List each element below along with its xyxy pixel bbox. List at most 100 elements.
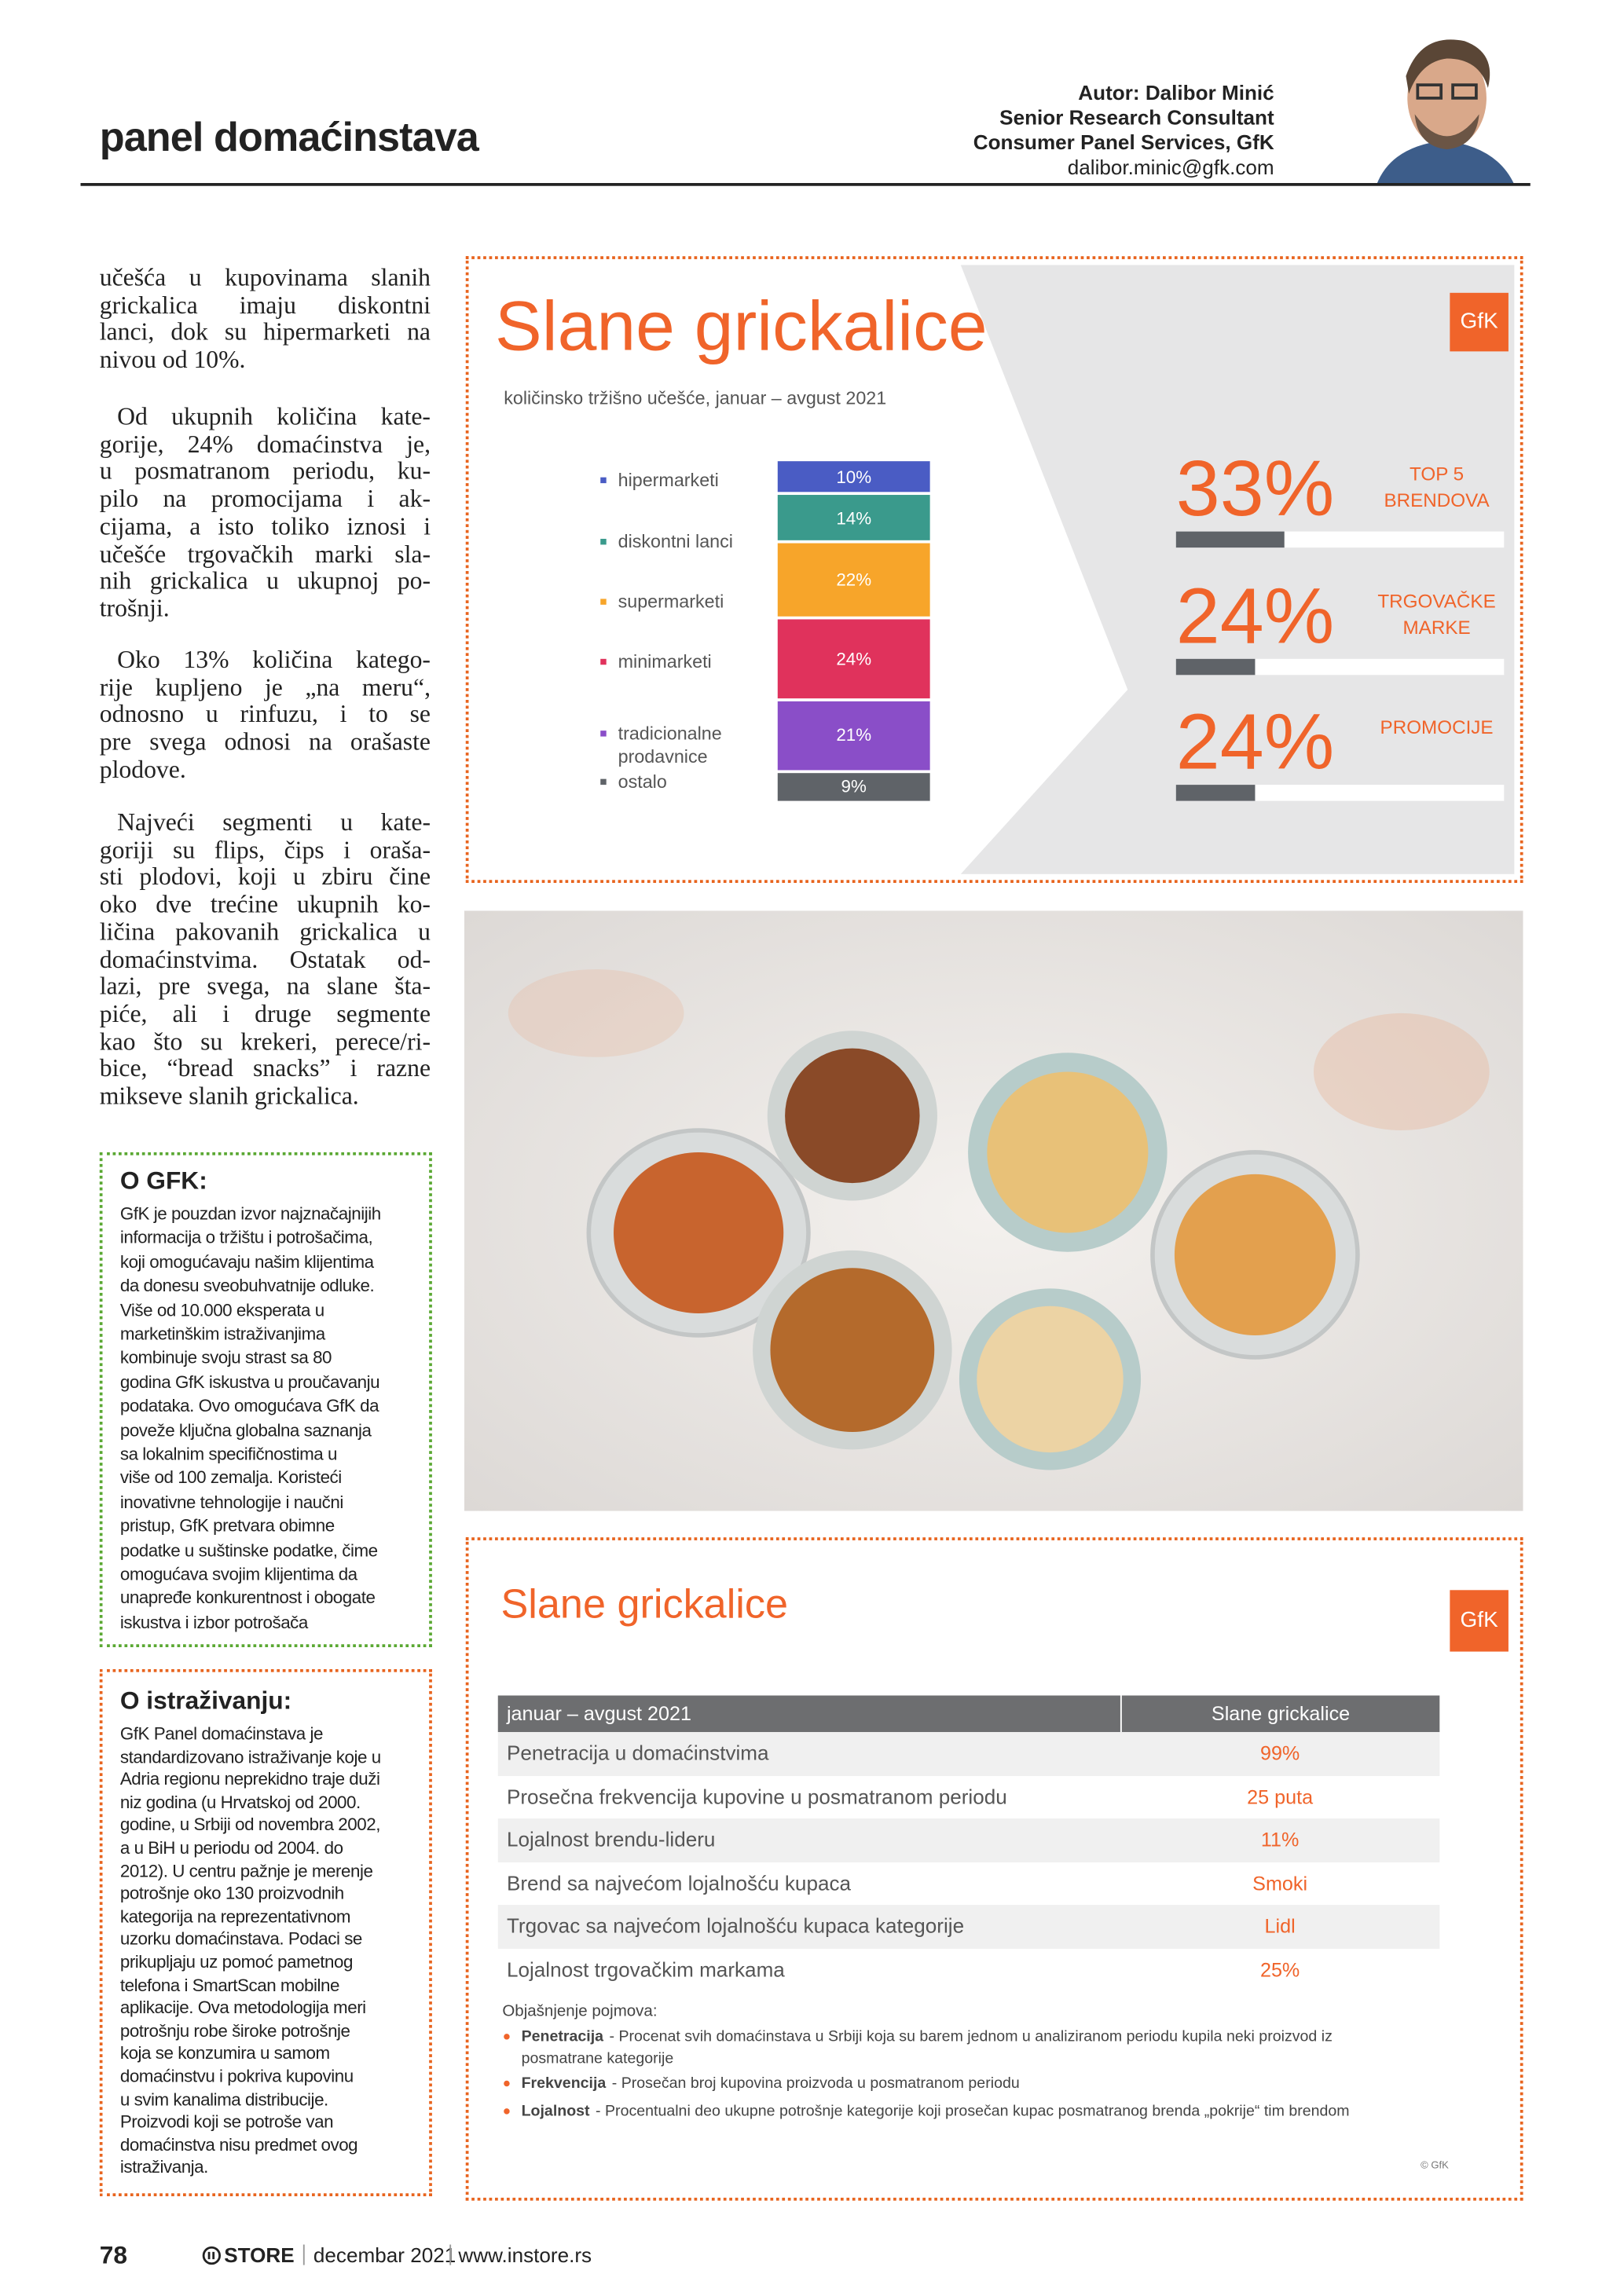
article-line: Oko 13% količina katego- (117, 646, 431, 674)
footer-brand: STORE (224, 2243, 295, 2267)
legend-bullet (600, 778, 607, 785)
table-header: Slane grickalice (1120, 1695, 1440, 1733)
legend-bullet (600, 599, 607, 605)
table-cell: 99% (1120, 1732, 1440, 1776)
footer-url: www.instore.rs (458, 2243, 592, 2267)
snacks-photo (464, 910, 1523, 1511)
article-line: plodove. (99, 755, 186, 783)
box-line: potrošnju robe široke potrošnje (119, 2020, 350, 2041)
article-line: domaćinstvima. Ostatak od- (99, 945, 431, 973)
article-line: učešće trgovačkih marki sla- (99, 539, 431, 568)
box-line: informacija o tržištu i potrošačima, (119, 1227, 373, 1248)
footer-separator (449, 2244, 452, 2265)
note-bullet (504, 2034, 510, 2040)
box-line: iskustva i izbor potrošača (119, 1611, 308, 1632)
footer-issue: decembar 2021 (313, 2243, 456, 2267)
article-line: sti plodovi, koji u zbiru čine (99, 862, 431, 892)
article-line: mikseve slanih grickalica. (99, 1082, 359, 1110)
note: Lojalnost - Procentualni deo ukupne potro… (522, 2101, 1415, 2123)
article-line: kao što su krekeri, perece/ri- (99, 1027, 431, 1056)
article-line: oko dve trećine ukupnih ko- (99, 890, 431, 918)
article-line: gorije, 24% domaćinstva je, (99, 430, 431, 458)
article-line: odnosno u rinfuzu, i to se (99, 700, 431, 729)
box-line: koji omogućavaju našim klijentima (119, 1251, 374, 1273)
box-line: godina GfK iskustva u proučavanju (119, 1371, 380, 1393)
note-text: - Procentualni deo ukupne potrošnje kate… (596, 2102, 1350, 2121)
article-line: nih grickalica u ukupnoj po- (99, 566, 431, 595)
kpi-track (1175, 658, 1505, 676)
author: Autor: Dalibor Minić (1078, 80, 1274, 104)
article-line: u posmatranom periodu, ku- (99, 457, 431, 485)
table-box (465, 1537, 1523, 2201)
table-header: januar – avgust 2021 (497, 1695, 1120, 1733)
note-text: - Prosečan broj kupovina proizvoda u pos… (611, 2074, 1020, 2093)
infographic-box (465, 256, 1523, 883)
box-line: kategorija na reprezentativnom (119, 1906, 351, 1927)
kpi-value: 24% (1175, 698, 1335, 786)
box-line: GfK Panel domaćinstava je (119, 1723, 324, 1745)
article-line: lanci, dok su hipermarketi na (99, 318, 431, 346)
kpi-label: TOP 5 BRENDOVA (1384, 463, 1490, 511)
kpi-bar (1175, 785, 1255, 801)
article-line: nivou od 10%. (99, 346, 246, 374)
box-line: Više od 10.000 eksperata u (119, 1299, 324, 1320)
header-rule (80, 183, 1531, 186)
box-line: poveže ključna globalna saznanja (119, 1419, 372, 1441)
chart-title: Slane grickalice (495, 288, 988, 366)
value-label: 10% (836, 467, 872, 488)
note-bullet (504, 2080, 510, 2087)
bar-segment (777, 461, 930, 493)
box-line: 2012). U centru pažnje je merenje (119, 1860, 373, 1881)
box-line: domaćinstvu i pokriva kupovinu (119, 2066, 354, 2087)
note-text: - Procenat svih domaćinstava u Srbiji ko… (521, 2027, 1333, 2067)
box-line: inovativne tehnologije i naučni (119, 1492, 343, 1513)
table-cell: Lojalnost trgovačkim markama (497, 1948, 1120, 1992)
box-line: niz godina (u Hrvatskoj od 2000. (119, 1792, 361, 1813)
bar-segment (777, 543, 930, 617)
box-line: da donesu sveobuhvatnije odluke. (119, 1275, 375, 1296)
kpi-value: 33% (1175, 445, 1335, 533)
logo: GfK (1450, 292, 1509, 352)
article-line: Najveći segmenti u kate- (117, 807, 431, 837)
legend-label: tradicionalne prodavnice (618, 723, 722, 767)
box-line: koja se konzumira u samom (119, 2043, 330, 2064)
chart-subtitle: količinsko tržišno učešće, januar – avgu… (504, 387, 887, 409)
box-line: kombinuje svoju strast sa 80 (119, 1347, 332, 1368)
logo: GfK (1450, 1590, 1509, 1652)
box-line: domaćinstva nisu predmet ovog (119, 2134, 358, 2155)
article-line: piće, ali i druge segmente (99, 999, 431, 1028)
author-unit: Consumer Panel Services, GfK (973, 130, 1274, 154)
kpi-bar (1175, 658, 1255, 676)
kpi-value: 24% (1175, 572, 1335, 661)
page-number: 78 (99, 2241, 128, 2270)
box-line: a u BiH u periodu od 2004. do (119, 1837, 343, 1858)
infographic-background (960, 265, 1515, 874)
kpi-label: TRGOVAČKE MARKE (1377, 590, 1496, 639)
author-email: dalibor.minic@gfk.com (1067, 155, 1274, 179)
research-box (99, 1668, 432, 2196)
box-line: u svim kanalima distribucije. (119, 2089, 328, 2110)
value-label: 14% (836, 507, 872, 529)
table-cell: Penetracija u domaćinstvima (497, 1732, 1120, 1776)
legend-label: supermarketi (618, 591, 724, 613)
footer-separator (302, 2244, 305, 2265)
section-title: panel domaćinstava (99, 114, 479, 160)
box-line: marketinškim istraživanjima (119, 1324, 325, 1345)
table-cell: 11% (1120, 1818, 1440, 1862)
legend-bullet (600, 477, 607, 484)
kpi-bar (1175, 531, 1285, 548)
box-line: podataka. Ovo omogućava GfK da (119, 1395, 379, 1416)
table-cell: 25 puta (1120, 1775, 1440, 1819)
box-title: O GFK: (119, 1166, 207, 1196)
box-line: telefona i SmartScan mobilne (119, 1974, 340, 1995)
article-line: rije kupljeno je „na meru“, (99, 672, 431, 701)
kpi-label: PROMOCIJE (1380, 716, 1494, 738)
box-line: aplikacije. Ova metodologija meri (119, 1997, 366, 2018)
note-bullet (504, 2108, 510, 2115)
table-cell: Lidl (1120, 1905, 1440, 1949)
bar-segment (777, 495, 930, 541)
note: Frekvencija - Prosečan broj kupovina proi… (522, 2073, 1415, 2095)
note-term: Lojalnost (521, 2102, 590, 2121)
value-label: 24% (836, 648, 872, 669)
kpi-track (1175, 785, 1505, 801)
